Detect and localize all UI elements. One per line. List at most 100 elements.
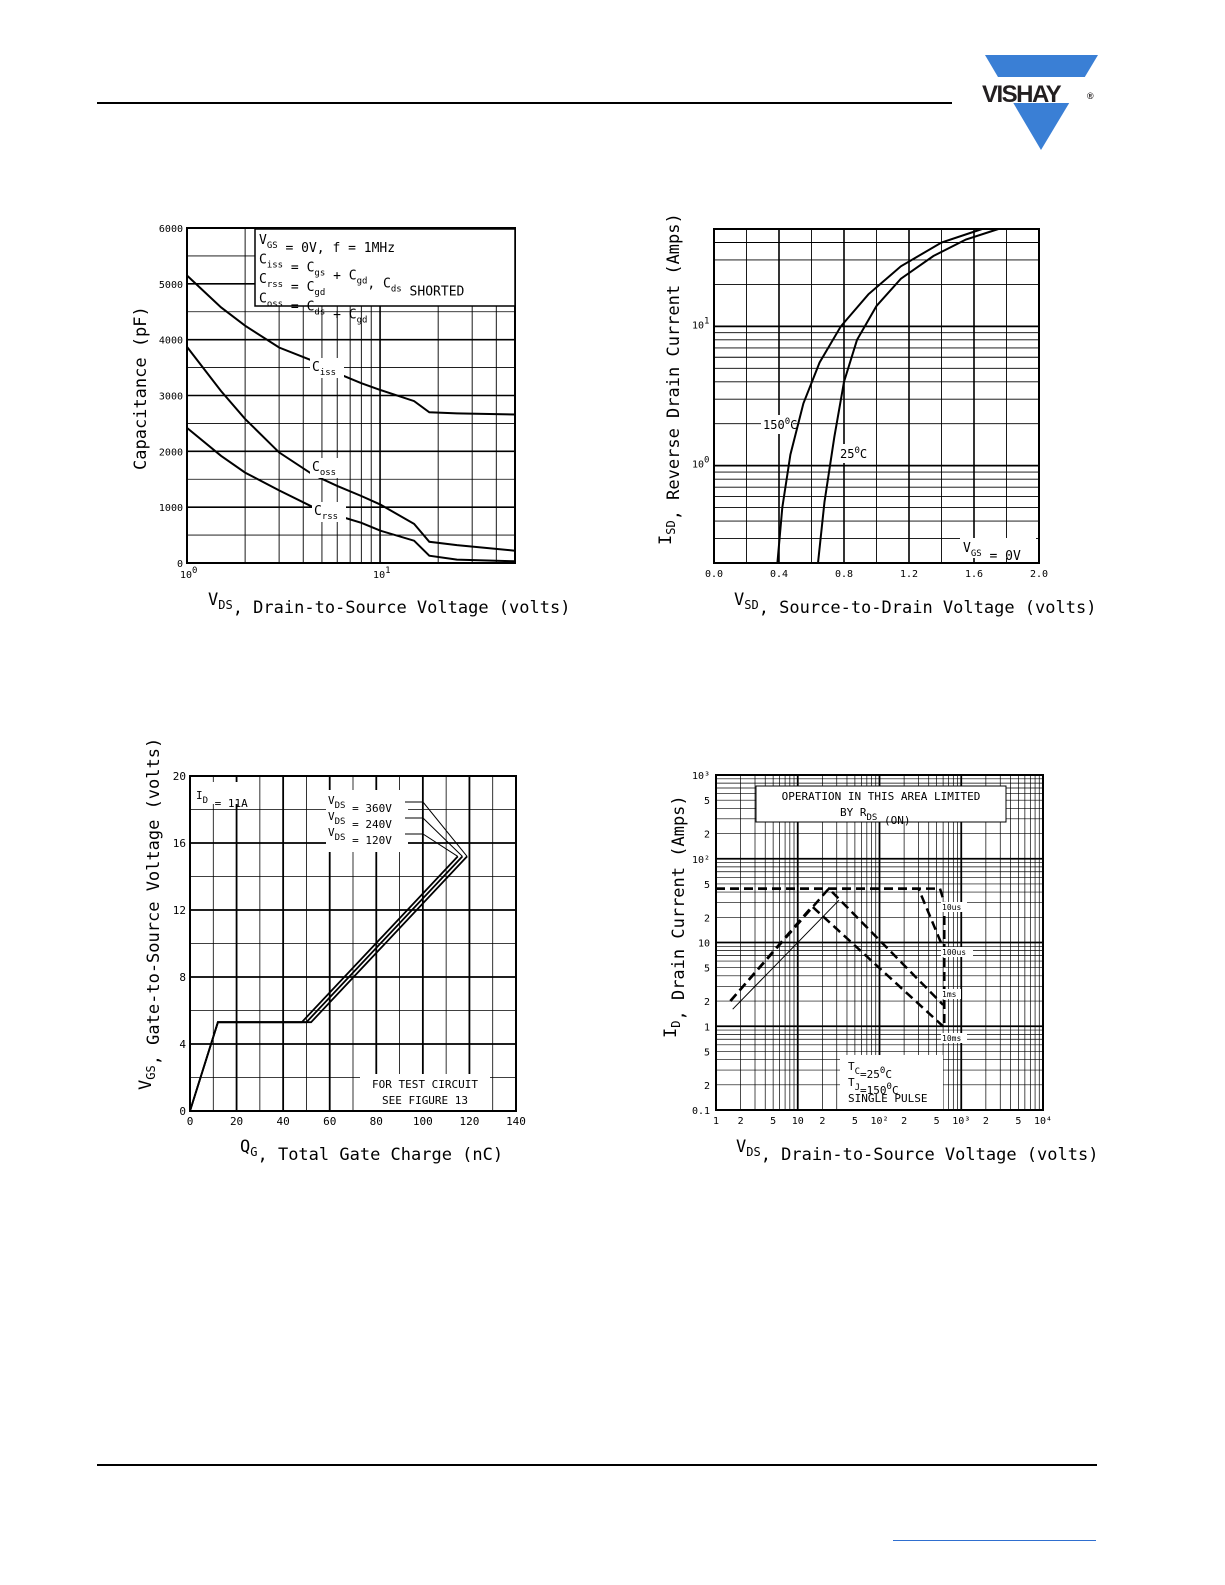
series-label-ciss: Ciss — [312, 360, 336, 378]
label-bg — [941, 947, 973, 957]
header-rule — [97, 102, 952, 104]
series-ciss — [186, 274, 516, 416]
y-axis-label: ISD, Reverse Drain Current (Amps) — [656, 213, 684, 545]
y-tick-label: 5000 — [159, 280, 183, 291]
x-tick-label: 140 — [506, 1115, 526, 1128]
conditions-box — [254, 228, 516, 307]
condition-line: TJ=1500C — [848, 1076, 899, 1097]
y-tick-label: 5 — [704, 796, 710, 807]
x-tick-label: 80 — [370, 1115, 383, 1128]
y-tick-label: 6000 — [159, 224, 183, 235]
y-tick-label: 8 — [179, 971, 186, 984]
pulse-label: 1ms — [942, 990, 957, 999]
condition-line: Coss = Cds + Cgd — [259, 292, 367, 326]
y-tick-label: 10³ — [692, 771, 710, 782]
y-tick-label: 2 — [704, 913, 710, 924]
x-tick-label: 101 — [373, 566, 390, 581]
brand-name: VISHAY — [982, 81, 1062, 108]
condition-line: VGS = 0V, f = 1MHz — [259, 233, 395, 256]
label-bg — [941, 989, 961, 999]
label-bg — [194, 782, 256, 804]
x-tick-label: 2.0 — [1030, 569, 1048, 580]
y-tick-label: 3000 — [159, 392, 183, 403]
x-tick-label: 100 — [180, 566, 197, 581]
x-tick-label: 5 — [1015, 1116, 1021, 1127]
series-label: VDS = 120V — [328, 826, 392, 847]
registered-mark: ® — [1087, 91, 1094, 101]
reverse-drain-grid — [714, 229, 1040, 563]
plot-frame — [189, 775, 517, 1112]
y-tick-label: 5 — [704, 880, 710, 891]
conditions-bg — [840, 1055, 943, 1109]
gate-charge-chart: VDS = 360V VDS = 240V VDS = 120V ID = 11A FO… — [120, 738, 550, 1170]
x-tick-label: 10⁴ — [1034, 1116, 1052, 1127]
y-tick-label: 2 — [704, 997, 710, 1008]
vgs-annotation: VGS = 0V — [963, 541, 1021, 564]
annotation-bg — [960, 538, 1036, 558]
series-label-coss: Coss — [312, 460, 336, 478]
y-tick-label: 12 — [173, 904, 186, 917]
label-bg — [360, 1074, 490, 1110]
y-tick-label: 10 — [698, 939, 710, 950]
y-tick-label: 1000 — [159, 503, 183, 514]
x-tick-label: 10 — [792, 1116, 804, 1127]
y-tick-label: 5 — [704, 1047, 710, 1058]
gate-charge-grid — [190, 776, 516, 1111]
condition-line: Crss = Cgd — [259, 272, 325, 298]
safe-operating-area-chart: OPERATION IN THIS AREA LIMITED BY RDS (ON… — [640, 760, 1098, 1170]
x-tick-label: 2 — [738, 1116, 744, 1127]
test-circuit-note: FOR TEST CIRCUIT — [372, 1078, 478, 1091]
plot-frame — [715, 774, 1044, 1111]
series-leader — [405, 801, 468, 857]
annotation-line: BY RDS (ON) — [840, 806, 910, 827]
y-tick-label: 101 — [692, 316, 709, 331]
x-axis-label: VDS, Drain-to-Source Voltage (volts) — [208, 590, 570, 618]
series-vds-2 — [189, 855, 459, 1112]
series-rdsonlimit — [732, 899, 840, 1010]
x-tick-label: 20 — [230, 1115, 243, 1128]
y-axis-label: Capacitance (pF) — [131, 306, 151, 470]
pulse-label: 10us — [942, 903, 961, 912]
test-circuit-note: SEE FIGURE 13 — [382, 1094, 468, 1107]
y-tick-label: 5 — [704, 964, 710, 975]
annotation-box — [755, 785, 1007, 823]
x-axis-label: VDS, Drain-to-Source Voltage (volts) — [736, 1137, 1098, 1165]
y-tick-label: 0 — [177, 559, 183, 570]
x-tick-label: 2 — [901, 1116, 907, 1127]
y-tick-label: 4 — [179, 1038, 186, 1051]
pulse-label: 100us — [942, 948, 966, 957]
condition-line: Ciss = Cgs + Cgd, Cds SHORTED — [259, 253, 465, 300]
footer-rule — [97, 1464, 1097, 1466]
footer-link-underline — [893, 1540, 1096, 1541]
capacitance-chart: VGS = 0V, f = 1MHz Ciss = Cgs + Cgd, Cds … — [120, 215, 570, 625]
pulse-label: 10ms — [942, 1034, 961, 1043]
y-tick-label: 10² — [692, 855, 710, 866]
series-150c — [776, 228, 983, 564]
series-coss — [186, 346, 516, 552]
x-tick-label: 2 — [983, 1116, 989, 1127]
series-25c — [817, 228, 999, 564]
label-bg — [761, 415, 793, 434]
x-tick-label: 10³ — [952, 1116, 970, 1127]
label-bg — [312, 502, 346, 522]
x-tick-label: 100 — [413, 1115, 433, 1128]
y-tick-label: 2 — [704, 830, 710, 841]
series-10ms — [729, 904, 944, 1028]
id-annotation: ID = 11A — [196, 789, 248, 810]
condition-line: SINGLE PULSE — [848, 1092, 927, 1105]
x-tick-label: 2 — [819, 1116, 825, 1127]
series-label: VDS = 240V — [328, 810, 392, 831]
label-bg — [310, 358, 344, 378]
series-leader — [405, 817, 463, 857]
y-tick-label: 0.1 — [692, 1106, 710, 1117]
x-tick-label: 5 — [852, 1116, 858, 1127]
x-tick-label: 0.4 — [770, 569, 788, 580]
series-100us — [716, 887, 946, 952]
condition-line: TC=250C — [848, 1060, 892, 1081]
x-tick-label: 1 — [713, 1116, 719, 1127]
plot-frame — [186, 227, 516, 564]
y-tick-label: 0 — [179, 1105, 186, 1118]
label-bg — [941, 1033, 967, 1043]
series-label: VDS = 360V — [328, 794, 392, 815]
y-axis-label: VGS, Gate-to-Source Voltage (volts) — [136, 738, 164, 1090]
